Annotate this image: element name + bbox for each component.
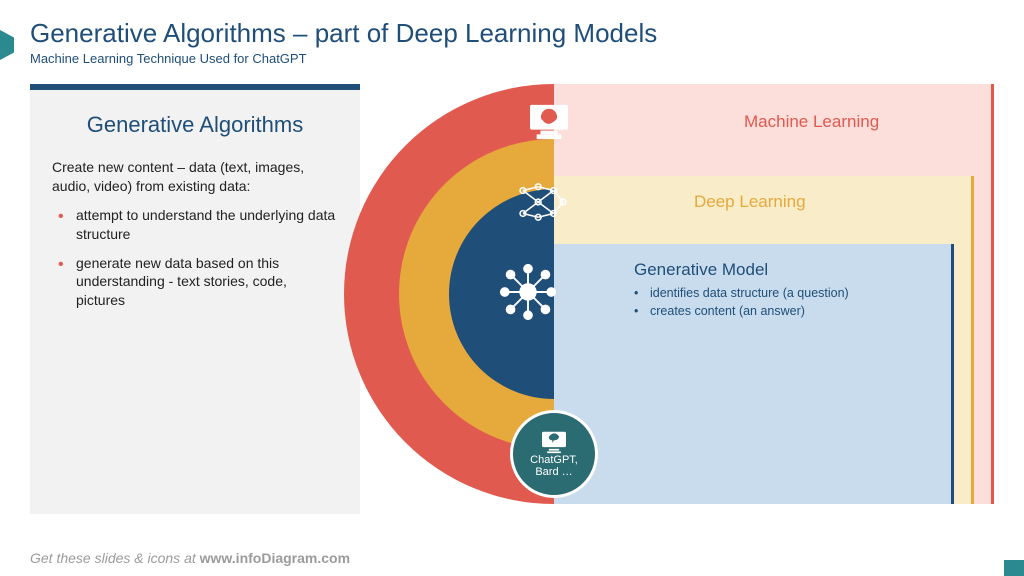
left-card-intro: Create new content – data (text, images,… xyxy=(52,158,338,196)
nested-diagram: Machine Learning Deep Learning Generativ… xyxy=(384,84,994,524)
slide-title: Generative Algorithms – part of Deep Lea… xyxy=(30,18,994,49)
slide-subtitle: Machine Learning Technique Used for Chat… xyxy=(30,51,994,66)
footer-attribution: Get these slides & icons at www.infoDiag… xyxy=(30,550,350,566)
slide-content: Generative Algorithms Create new content… xyxy=(0,72,1024,524)
layer-title-dl: Deep Learning xyxy=(694,192,957,212)
layer-title-ml: Machine Learning xyxy=(744,112,977,132)
left-card-title: Generative Algorithms xyxy=(52,112,338,138)
left-card: Generative Algorithms Create new content… xyxy=(30,84,360,514)
chatgpt-label-2: Bard … xyxy=(535,466,572,478)
layer-bullet-gm: identifies data structure (a question) xyxy=(634,286,937,300)
left-card-bullet: generate new data based on this understa… xyxy=(58,254,338,311)
footer-prefix: Get these slides & icons at xyxy=(30,550,200,566)
layer-body-gm: identifies data structure (a question) c… xyxy=(634,286,937,318)
hub-icon xyxy=(496,260,560,324)
left-card-bullets: attempt to understand the underlying dat… xyxy=(52,206,338,310)
left-card-body: Create new content – data (text, images,… xyxy=(52,158,338,310)
layer-title-gm: Generative Model xyxy=(634,260,937,280)
chatbot-icon xyxy=(540,430,568,454)
layer-bullet-gm: creates content (an answer) xyxy=(634,304,937,318)
left-card-bullet: attempt to understand the underlying dat… xyxy=(58,206,338,244)
slide-header: Generative Algorithms – part of Deep Lea… xyxy=(0,0,1024,72)
chatgpt-label-1: ChatGPT, xyxy=(530,454,578,466)
layer-panel-gm: Generative Model identifies data structu… xyxy=(554,244,954,504)
neural-net-icon xyxy=(514,180,570,224)
corner-accent xyxy=(1004,560,1024,576)
chatgpt-bubble: ChatGPT, Bard … xyxy=(510,410,598,498)
footer-brand: www.infoDiagram.com xyxy=(200,550,350,566)
monitor-brain-icon xyxy=(524,102,574,142)
